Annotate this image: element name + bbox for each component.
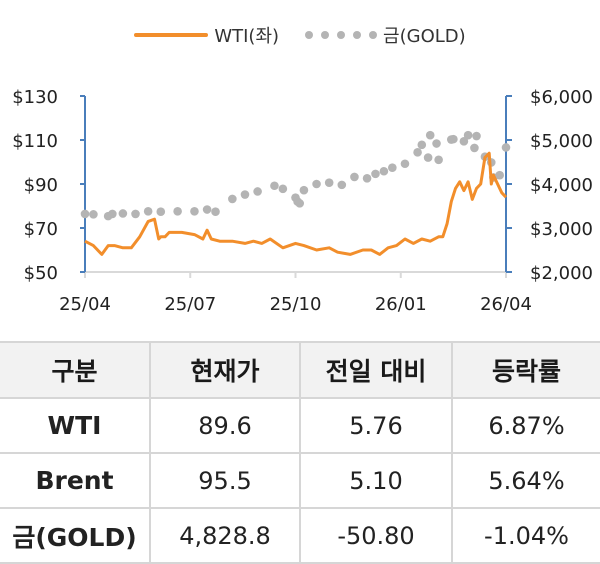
row-rate: 6.87% [451, 397, 600, 454]
legend-item-wti: WTI(좌) [134, 22, 279, 48]
price-table: 구분 현재가 전일 대비 등락률 WTI 89.6 5.76 6.87% Bre… [0, 341, 600, 564]
row-rate: -1.04% [451, 507, 600, 564]
row-change: 5.10 [299, 452, 453, 509]
svg-text:$70: $70 [24, 219, 58, 240]
wti-series-line [84, 151, 508, 256]
svg-text:26/01: 26/01 [375, 294, 427, 315]
legend-gold-label: 금(GOLD) [383, 26, 466, 47]
wti-line-swatch-icon [134, 33, 209, 37]
svg-text:$50: $50 [24, 263, 58, 284]
table-header-row: 구분 현재가 전일 대비 등락률 [0, 341, 600, 399]
row-price: 95.5 [149, 452, 301, 509]
table-row-brent: Brent 95.5 5.10 5.64% [0, 452, 600, 509]
price-chart: 25/04 25/07 25/10 26/01 26/04 $50$70$90$110$… [12, 87, 593, 315]
x-axis: 25/04 25/07 25/10 26/01 26/04 [59, 271, 532, 315]
svg-text:$2,000: $2,000 [530, 263, 593, 284]
svg-text:$110: $110 [12, 131, 58, 152]
row-name: WTI [0, 397, 151, 454]
table-row-gold: 금(GOLD) 4,828.8 -50.80 -1.04% [0, 507, 600, 564]
svg-text:$5,000: $5,000 [530, 131, 593, 152]
svg-text:$6,000: $6,000 [530, 87, 593, 108]
row-price: 4,828.8 [149, 507, 301, 564]
gold-dots-swatch-icon [305, 31, 378, 39]
row-change: 5.76 [299, 397, 453, 454]
gold-series-dots [80, 130, 511, 221]
chart-legend: WTI(좌) 금(GOLD) [0, 20, 600, 50]
header-rate: 등락률 [451, 341, 600, 399]
y-axis-right: $2,000 $3,000 $4,000 $5,000 $6,000 [505, 87, 593, 284]
legend-item-gold: 금(GOLD) [305, 22, 466, 48]
svg-text:25/04: 25/04 [59, 294, 111, 315]
row-name: Brent [0, 452, 151, 509]
header-change: 전일 대비 [299, 341, 453, 399]
row-price: 89.6 [149, 397, 301, 454]
legend-wti-label: WTI(좌) [214, 26, 280, 47]
row-rate: 5.64% [451, 452, 600, 509]
svg-text:$130: $130 [12, 87, 58, 108]
svg-text:$90: $90 [24, 175, 58, 196]
row-change: -50.80 [299, 507, 453, 564]
svg-text:$4,000: $4,000 [530, 175, 593, 196]
svg-text:25/10: 25/10 [270, 294, 322, 315]
svg-text:26/04: 26/04 [480, 294, 532, 315]
header-category: 구분 [0, 341, 151, 399]
svg-text:25/07: 25/07 [164, 294, 216, 315]
y-axis-left: $50 $70 $90 $110 $130 [12, 87, 86, 284]
header-price: 현재가 [149, 341, 301, 399]
row-name: 금(GOLD) [0, 507, 151, 564]
svg-text:$3,000: $3,000 [530, 219, 593, 240]
table-row-wti: WTI 89.6 5.76 6.87% [0, 397, 600, 454]
